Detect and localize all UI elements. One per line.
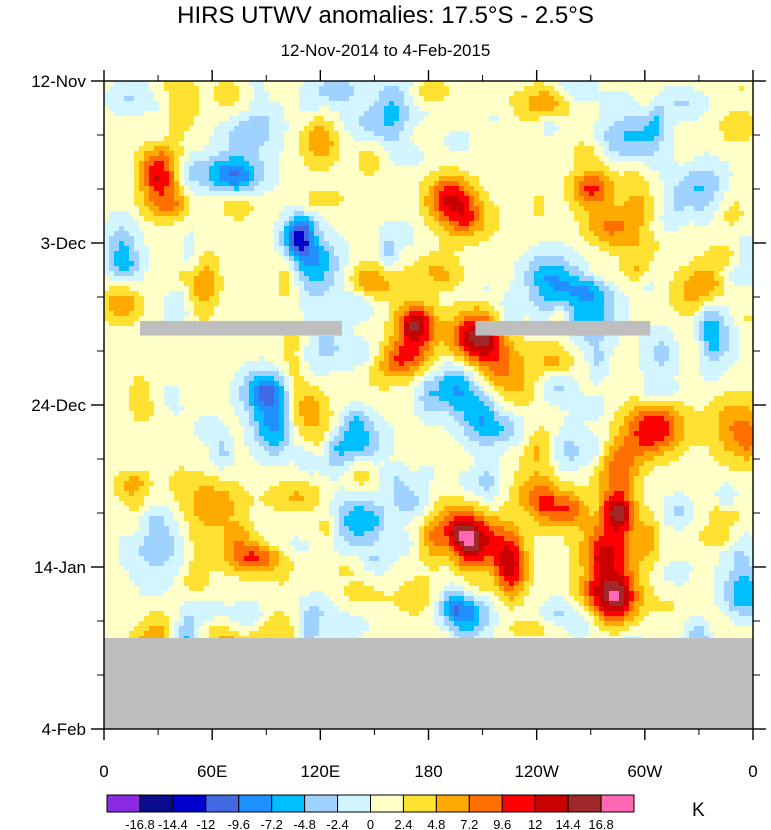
missing-data-band [140, 320, 342, 336]
colorbar-swatch [370, 794, 404, 813]
colorbar-label: 0 [367, 817, 374, 830]
colorbar-swatch [501, 794, 536, 813]
x-tick-label: 120E [300, 762, 340, 781]
colorbar-label: 9.6 [493, 817, 511, 830]
y-tick-label: 4-Feb [42, 720, 86, 739]
colorbar-label: -16.8 [125, 817, 155, 830]
missing-data-layer [104, 320, 753, 729]
colorbar-swatch [435, 794, 470, 813]
colorbar-swatch [238, 794, 273, 813]
colorbar-label: -9.6 [228, 817, 250, 830]
colorbar-swatch [172, 794, 207, 813]
y-tick-label: 24-Dec [31, 396, 86, 415]
x-tick-label: 60E [197, 762, 227, 781]
x-tick-label: 180 [414, 762, 442, 781]
colorbar-swatch [402, 794, 437, 813]
colorbar-label: -14.4 [158, 817, 188, 830]
colorbar-swatch [337, 794, 371, 813]
colorbar-units: K [692, 800, 705, 821]
colorbar-label: 12 [528, 817, 542, 830]
colorbar-swatch [304, 794, 339, 813]
anomaly-field [104, 81, 753, 729]
colorbar-label: 16.8 [588, 817, 613, 830]
colorbar: -16.8 -14.4 -12 -9.6 -7.2 -4.8 -2.4 0 2.4 4.8 7.2 9… [106, 794, 635, 830]
colorbar-swatch [600, 794, 635, 813]
colorbar-label: 4.8 [427, 817, 445, 830]
colorbar-label: 7.2 [460, 817, 478, 830]
colorbar-label: -12 [196, 817, 215, 830]
colorbar-swatch [139, 794, 174, 813]
chart-subtitle: 12-Nov-2014 to 4-Feb-2015 [280, 41, 491, 60]
colorbar-label: -2.4 [326, 817, 348, 830]
colorbar-swatch [271, 794, 306, 813]
colorbar-swatch [567, 794, 602, 813]
colorbar-label: -4.8 [293, 817, 315, 830]
x-tick-label: 120W [514, 762, 558, 781]
x-axis: 0 60E 120E 180 120W 60W 0 [99, 70, 758, 781]
x-tick-label: 0 [748, 762, 757, 781]
missing-data-band [475, 320, 651, 336]
y-tick-label: 12-Nov [31, 72, 86, 91]
y-axis: 12-Nov 3-Dec 24-Dec 14-Jan 4-Feb [31, 72, 766, 739]
plot-area [103, 80, 754, 730]
x-tick-label: 60W [627, 762, 662, 781]
colorbar-swatch [534, 794, 569, 813]
chart-title: HIRS UTWV anomalies: 17.5°S - 2.5°S [177, 2, 594, 29]
y-tick-label: 14-Jan [34, 558, 86, 577]
missing-data-band [104, 637, 753, 729]
x-tick-label: 0 [99, 762, 108, 781]
colorbar-swatch [205, 794, 240, 813]
colorbar-swatch [106, 794, 141, 813]
colorbar-swatch [468, 794, 503, 813]
y-tick-label: 3-Dec [41, 234, 87, 253]
colorbar-label: 2.4 [394, 817, 412, 830]
colorbar-label: -7.2 [260, 817, 282, 830]
colorbar-label: 14.4 [555, 817, 580, 830]
